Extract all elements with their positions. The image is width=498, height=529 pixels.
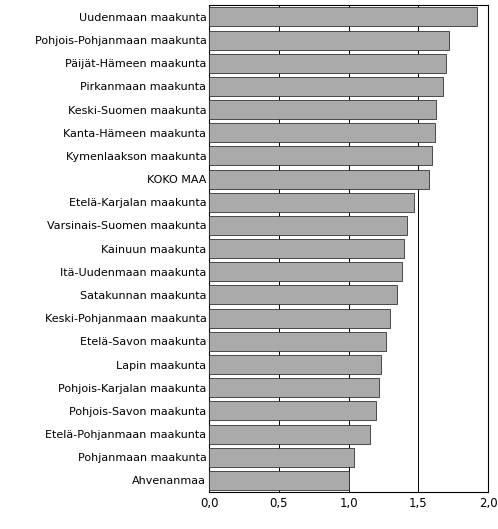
Bar [209,402,376,421]
Bar [209,54,446,72]
Bar [209,448,354,467]
Bar [209,147,432,166]
Bar [209,262,401,281]
Bar [209,425,370,443]
Bar [209,170,429,189]
Bar [209,471,349,490]
Bar [209,216,407,235]
Bar [209,355,380,374]
Bar [209,286,397,305]
Bar [209,31,449,50]
Bar [209,7,477,26]
Bar [209,239,404,258]
Bar [209,77,443,96]
Bar [209,123,435,142]
Bar [209,308,390,327]
Bar [209,378,379,397]
Bar [209,332,386,351]
Bar [209,100,436,119]
Bar [209,193,414,212]
